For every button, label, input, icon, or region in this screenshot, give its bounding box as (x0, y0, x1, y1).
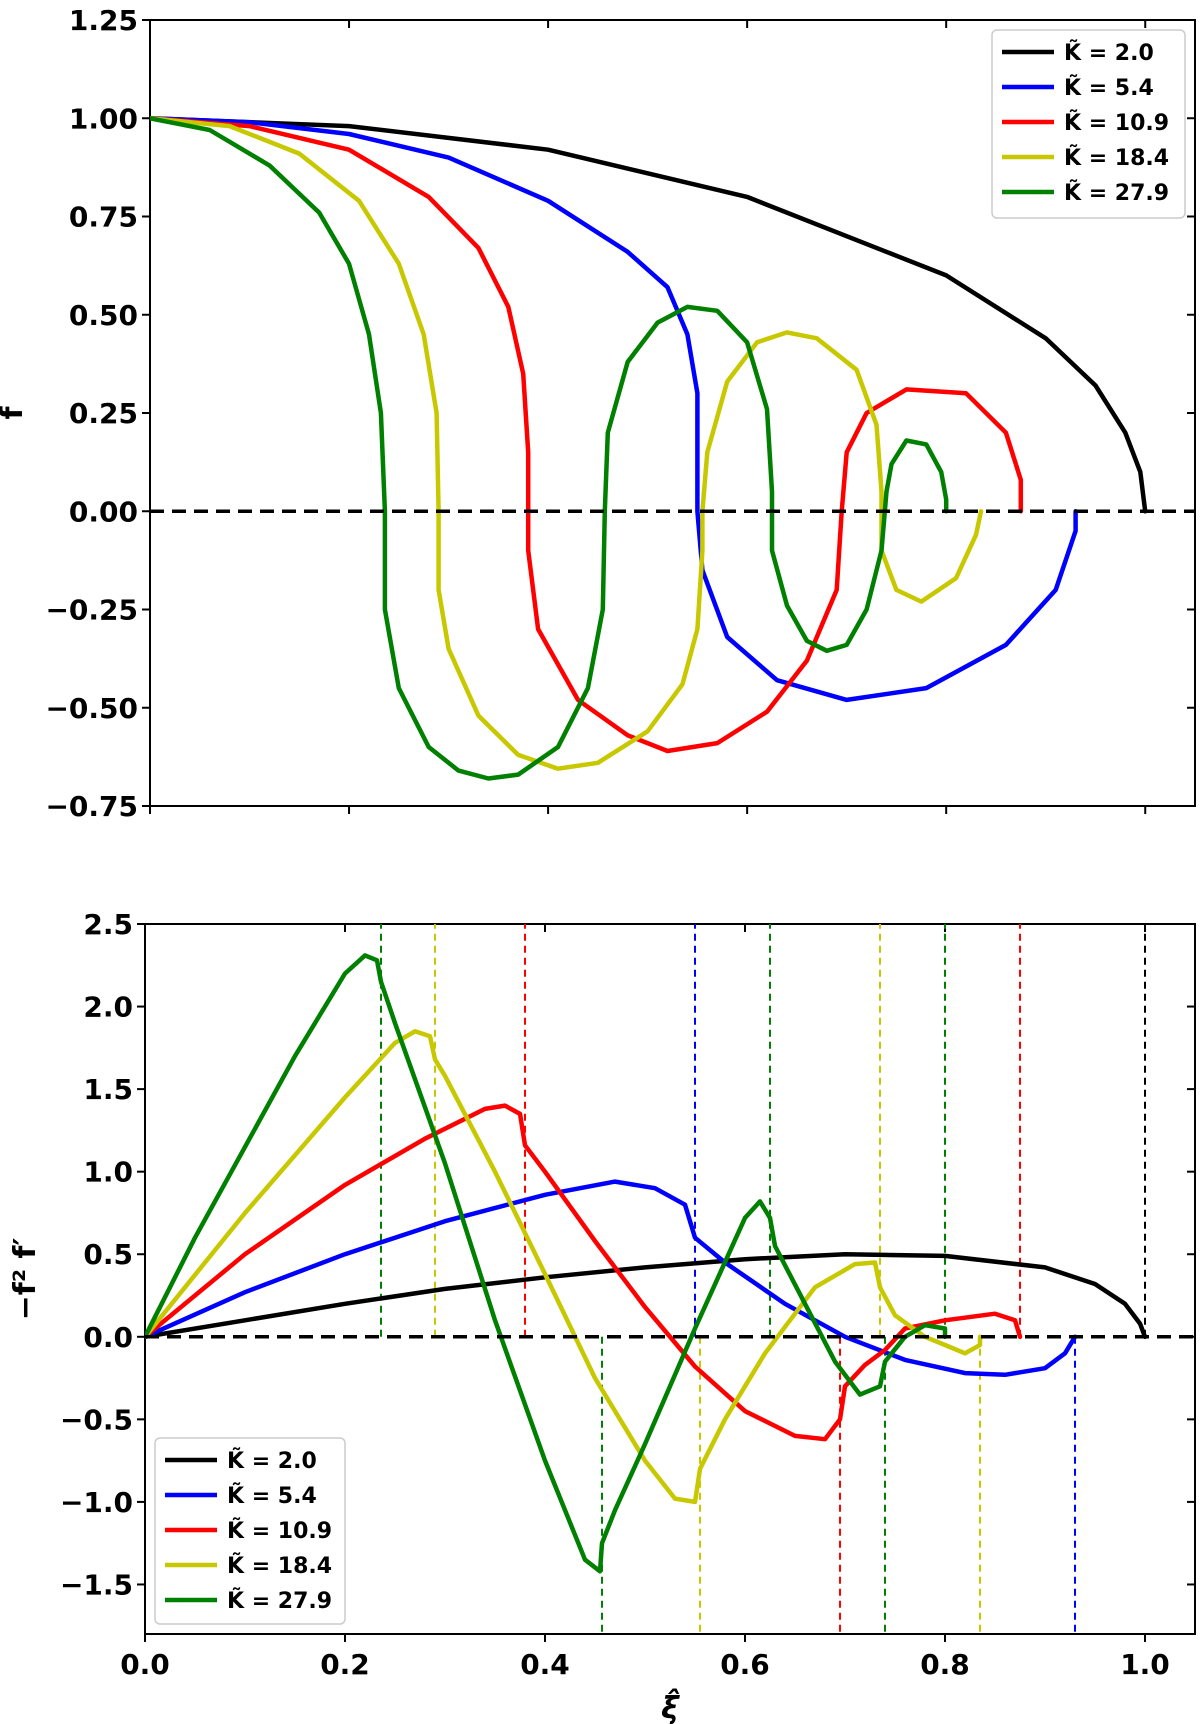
x-tick-label: 0.2 (320, 1648, 370, 1681)
series-line-2 (150, 116, 1024, 754)
y-tick-label: −0.75 (45, 790, 138, 823)
y-tick-label: 0.25 (69, 397, 138, 430)
y-axis-label: f (0, 406, 30, 420)
plot-area (145, 924, 1195, 1634)
y-tick-label: 1.5 (83, 1073, 133, 1106)
y-tick-label: 0.0 (83, 1321, 133, 1354)
y-tick-label: 0.50 (69, 299, 138, 332)
legend: K̃ = 2.0 K̃ = 5.4 K̃ = 10.9 K̃ = 18.4 K̃ = 2… (154, 1437, 346, 1625)
legend-label: K̃ = 5.4 (1064, 75, 1154, 101)
legend-label: K̃ = 18.4 (227, 1553, 332, 1579)
series-line-0 (145, 1251, 1148, 1340)
legend-label: K̃ = 10.9 (1064, 110, 1169, 136)
axes-frame (144, 923, 1196, 1635)
y-tick-label: 2.5 (83, 908, 133, 941)
legend-box (991, 29, 1186, 219)
y-tick-label: 0.5 (83, 1238, 133, 1271)
y-tick-label: 1.00 (69, 102, 138, 135)
x-tick-label: 1.0 (1120, 1648, 1170, 1681)
y-tick-label: 0.75 (69, 201, 138, 234)
top-panel-f: 1.25 1.00 0.75 0.50 0.25 0.00 −0.25 −0.50 −0.75 f… (0, 4, 1196, 823)
legend-label: K̃ = 10.9 (227, 1518, 332, 1544)
x-tick-label: 0.8 (920, 1648, 970, 1681)
plot-area (150, 116, 1195, 781)
series-line-0 (150, 116, 1148, 514)
y-tick-label: −0.25 (45, 594, 138, 627)
y-tick-label: −1.5 (60, 1568, 133, 1601)
series-line-1 (145, 1179, 1078, 1378)
x-axis-label: ξ̂ (661, 1688, 680, 1724)
y-tick-label: −0.50 (45, 692, 138, 725)
x-tick-label: 0.6 (720, 1648, 770, 1681)
y-tick-label: 0.00 (69, 495, 138, 528)
y-tick-label: −0.5 (60, 1403, 133, 1436)
legend-label: K̃ = 5.4 (227, 1483, 317, 1509)
x-tick-label: 0.4 (520, 1648, 570, 1681)
legend-label: K̃ = 27.9 (227, 1588, 332, 1614)
y-axis-label: −f² f′ (8, 1238, 43, 1321)
y-tick-label: 2.0 (83, 991, 133, 1024)
series-line-4 (145, 953, 948, 1574)
legend-label: K̃ = 2.0 (227, 1448, 317, 1474)
bottom-panel-flux: 2.5 2.0 1.5 1.0 0.5 0.0 −0.5 −1.0 −1.5 0.0 0.2 0.4 0… (8, 908, 1196, 1724)
x-tick-label: 0.0 (120, 1648, 170, 1681)
legend-label: K̃ = 27.9 (1064, 180, 1169, 206)
legend-label: K̃ = 2.0 (1064, 40, 1154, 66)
legend-label: K̃ = 18.4 (1064, 145, 1169, 171)
series-line-4 (150, 116, 949, 781)
y-tick-label: 1.25 (69, 4, 138, 37)
legend: K̃ = 2.0 K̃ = 5.4 K̃ = 10.9 K̃ = 18.4 K̃ = 2… (991, 29, 1186, 219)
series-line-1 (150, 116, 1078, 703)
y-tick-label: 1.0 (83, 1156, 133, 1189)
legend-box (154, 1437, 346, 1625)
series-line-3 (150, 116, 984, 771)
y-tick-label: −1.0 (60, 1486, 133, 1519)
